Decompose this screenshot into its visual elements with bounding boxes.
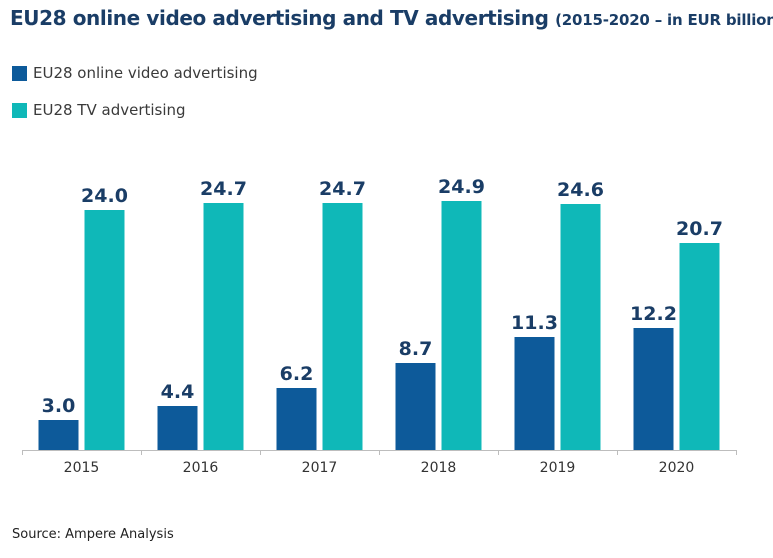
legend-item-online-video: EU28 online video advertising — [12, 64, 258, 82]
source-note: Source: Ampere Analysis — [12, 527, 174, 542]
chart-title-main: EU28 online video advertising and TV adv… — [10, 6, 549, 30]
bar-online-video-2018 — [395, 363, 436, 450]
bar-tv-2020 — [679, 243, 720, 450]
bar-chart: 3.0 24.0 2015 4.4 24.7 2016 6.2 24.7 2017 8.7 24.9… — [22, 176, 737, 476]
x-tick-label-2020: 2020 — [659, 460, 695, 476]
bar-online-video-2020 — [633, 328, 674, 450]
legend-swatch-online-video — [12, 65, 27, 81]
bar-tv-2018 — [441, 201, 482, 450]
value-label-tv-2015: 24.0 — [81, 185, 128, 207]
x-tick-label-2016: 2016 — [183, 460, 219, 476]
value-label-tv-2020: 20.7 — [676, 218, 723, 240]
legend-item-tv: EU28 TV advertising — [12, 101, 186, 119]
x-tick-label-2017: 2017 — [302, 460, 338, 476]
value-label-online-video-2019: 11.3 — [511, 312, 558, 334]
bar-online-video-2017 — [276, 388, 317, 450]
bar-tv-2015 — [84, 210, 125, 450]
value-label-tv-2018: 24.9 — [438, 176, 485, 198]
x-tick-label-2018: 2018 — [421, 460, 457, 476]
value-label-online-video-2018: 8.7 — [399, 338, 433, 360]
bar-tv-2017 — [322, 203, 363, 450]
chart-title: EU28 online video advertising and TV adv… — [10, 6, 773, 30]
value-label-tv-2019: 24.6 — [557, 179, 604, 201]
bar-online-video-2015 — [38, 420, 79, 450]
legend-label-online-video: EU28 online video advertising — [33, 64, 258, 82]
value-label-tv-2016: 24.7 — [200, 178, 247, 200]
x-tick-label-2015: 2015 — [64, 460, 100, 476]
bar-tv-2016 — [203, 203, 244, 450]
value-label-online-video-2017: 6.2 — [280, 363, 314, 385]
value-label-online-video-2015: 3.0 — [42, 395, 76, 417]
bar-online-video-2016 — [157, 406, 198, 450]
value-label-tv-2017: 24.7 — [319, 178, 366, 200]
x-tick-label-2019: 2019 — [540, 460, 576, 476]
value-label-online-video-2020: 12.2 — [630, 303, 677, 325]
value-label-online-video-2016: 4.4 — [161, 381, 195, 403]
chart-subtitle: (2015-2020 – in EUR billion) — [555, 11, 773, 29]
legend-swatch-tv — [12, 102, 27, 118]
bar-tv-2019 — [560, 204, 601, 450]
bar-online-video-2019 — [514, 337, 555, 450]
legend-label-tv: EU28 TV advertising — [33, 101, 186, 119]
